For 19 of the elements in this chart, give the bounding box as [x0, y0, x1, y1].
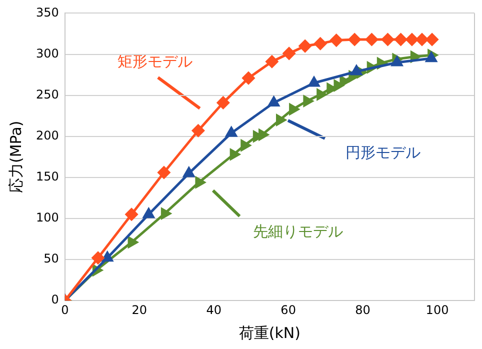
- y-tick-label: 200: [36, 128, 59, 142]
- y-tick-label: 100: [36, 210, 59, 225]
- x-axis-title: 荷重(kN): [238, 324, 301, 342]
- x-tick-label: 80: [355, 302, 370, 317]
- x-tick-label: 20: [132, 302, 148, 317]
- y-tick-label: 0: [51, 292, 59, 307]
- y-axis-title: 応力(MPa): [6, 120, 25, 194]
- text: 矩形モデル: [118, 52, 192, 72]
- text: 円形モデル: [346, 144, 420, 162]
- y-tick-label: 350: [36, 5, 59, 20]
- y-tick-label: 250: [36, 87, 59, 102]
- x-tick-label: 0: [61, 302, 69, 317]
- x-tick-label: 100: [426, 302, 449, 317]
- y-tick-label: 50: [44, 252, 59, 266]
- x-tick-label: 40: [206, 302, 222, 317]
- x-tick-label: 60: [280, 302, 296, 317]
- y-tick-label: 300: [36, 46, 59, 60]
- text: 先細りモデル: [253, 222, 343, 242]
- y-tick-label: 150: [36, 170, 59, 184]
